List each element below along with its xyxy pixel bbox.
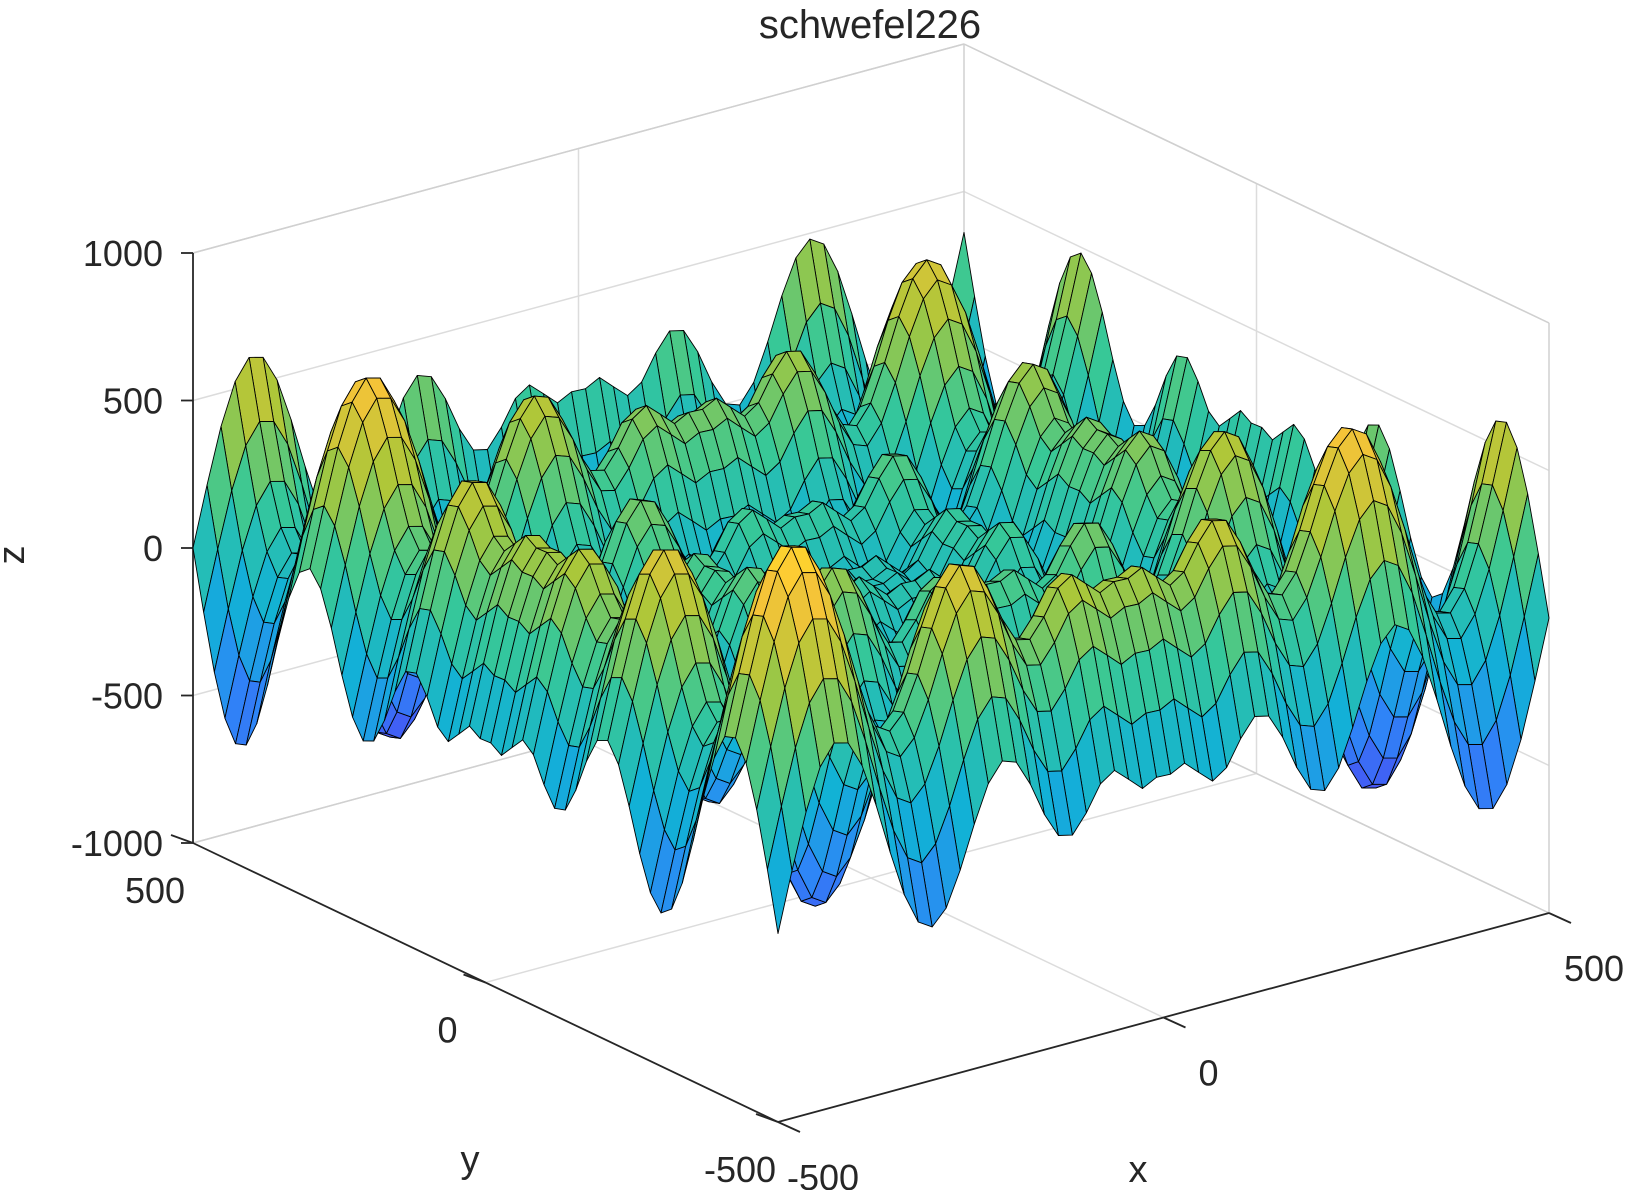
y-tick-label: -500: [704, 1149, 776, 1190]
x-tick-label: -500: [787, 1157, 859, 1190]
z-tick-label: 500: [103, 381, 163, 422]
y-tick-mark: [171, 835, 193, 843]
z-tick-label: 0: [143, 528, 163, 569]
y-tick-label: 0: [437, 1010, 457, 1051]
x-tick-mark: [778, 1122, 800, 1132]
x-tick-label: 500: [1564, 948, 1624, 989]
z-tick-label: -500: [91, 676, 163, 717]
surface-plot: [193, 233, 1549, 934]
y-axis-label: y: [461, 1139, 480, 1181]
z-tick-label: 1000: [83, 233, 163, 274]
x-tick-mark: [1549, 913, 1571, 923]
y-tick-mark: [756, 1114, 778, 1122]
x-tick-label: 0: [1198, 1053, 1218, 1094]
grid-line: [486, 774, 1257, 983]
z-axis-label: z: [0, 546, 33, 565]
x-tick-mark: [1164, 1018, 1186, 1028]
x-axis-label: x: [1129, 1149, 1148, 1190]
y-tick-mark: [464, 975, 486, 983]
chart-title: schwefel226: [759, 3, 981, 47]
z-tick-label: -1000: [71, 823, 163, 864]
y-tick-label: 500: [125, 870, 185, 911]
